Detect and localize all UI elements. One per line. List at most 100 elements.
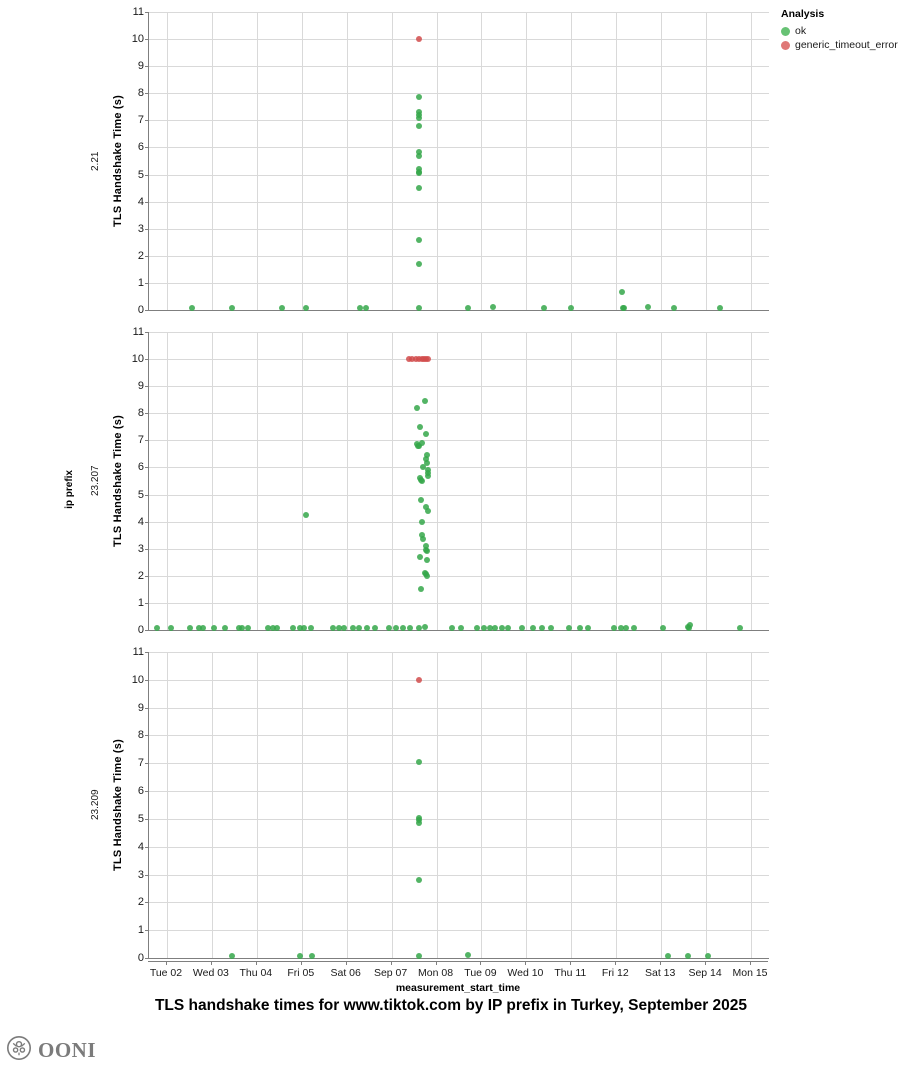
- data-point-ok[interactable]: [416, 122, 423, 129]
- data-point-ok[interactable]: [416, 152, 423, 159]
- data-point-ok[interactable]: [419, 532, 426, 539]
- data-point-ok[interactable]: [518, 624, 525, 631]
- data-point-ok[interactable]: [486, 624, 493, 631]
- data-point-ok[interactable]: [416, 236, 423, 243]
- data-point-ok[interactable]: [423, 556, 430, 563]
- data-point-ok[interactable]: [274, 624, 281, 631]
- data-point-ok[interactable]: [416, 114, 423, 121]
- data-point-ok[interactable]: [566, 624, 573, 631]
- data-point-ok[interactable]: [416, 185, 423, 192]
- data-point-ok[interactable]: [211, 624, 218, 631]
- data-point-ok[interactable]: [419, 478, 426, 484]
- data-point-ok[interactable]: [399, 624, 406, 631]
- data-point-ok[interactable]: [303, 304, 310, 311]
- data-point-ok[interactable]: [308, 952, 315, 959]
- data-point-ok[interactable]: [235, 624, 242, 631]
- data-point-ok[interactable]: [393, 624, 400, 631]
- data-point-ok[interactable]: [357, 304, 364, 311]
- data-point-ok[interactable]: [415, 952, 422, 959]
- data-point-ok[interactable]: [423, 572, 430, 579]
- data-point-ok[interactable]: [611, 624, 617, 631]
- data-point-ok[interactable]: [631, 624, 638, 631]
- data-point-ok[interactable]: [199, 624, 206, 631]
- data-point-ok[interactable]: [568, 304, 575, 311]
- data-point-ok[interactable]: [705, 952, 712, 959]
- data-point-ok[interactable]: [416, 94, 423, 101]
- data-point-ok[interactable]: [480, 624, 487, 631]
- data-point-ok[interactable]: [196, 624, 203, 631]
- data-point-ok[interactable]: [489, 304, 496, 311]
- data-point-ok[interactable]: [464, 304, 471, 311]
- data-point-ok[interactable]: [422, 456, 429, 463]
- data-point-ok[interactable]: [417, 553, 424, 560]
- data-point-ok[interactable]: [424, 452, 431, 459]
- data-point-ok[interactable]: [498, 624, 505, 631]
- data-point-ok[interactable]: [736, 624, 743, 631]
- data-point-ok[interactable]: [621, 304, 628, 311]
- data-point-generic_timeout_error[interactable]: [412, 356, 419, 363]
- data-point-ok[interactable]: [422, 503, 429, 510]
- data-point-ok[interactable]: [420, 536, 427, 543]
- data-point-generic_timeout_error[interactable]: [416, 36, 423, 43]
- data-point-ok[interactable]: [341, 624, 348, 631]
- data-point-generic_timeout_error[interactable]: [416, 676, 423, 683]
- data-point-ok[interactable]: [418, 586, 425, 593]
- data-point-ok[interactable]: [422, 543, 429, 550]
- data-point-ok[interactable]: [416, 877, 423, 884]
- data-point-ok[interactable]: [265, 624, 272, 631]
- data-point-ok[interactable]: [548, 624, 555, 631]
- data-point-ok[interactable]: [458, 624, 465, 631]
- data-point-ok[interactable]: [618, 289, 625, 296]
- data-point-ok[interactable]: [416, 820, 423, 827]
- data-point-ok[interactable]: [419, 440, 426, 447]
- data-point-ok[interactable]: [416, 260, 423, 267]
- data-point-ok[interactable]: [188, 304, 195, 311]
- data-point-ok[interactable]: [418, 496, 425, 503]
- data-point-ok[interactable]: [406, 624, 413, 631]
- data-point-ok[interactable]: [303, 511, 310, 518]
- data-point-ok[interactable]: [289, 624, 296, 631]
- data-point-ok[interactable]: [307, 624, 314, 631]
- data-point-ok[interactable]: [644, 304, 651, 311]
- data-point-ok[interactable]: [154, 624, 161, 631]
- data-point-ok[interactable]: [416, 624, 423, 631]
- data-point-ok[interactable]: [541, 304, 548, 311]
- data-point-ok[interactable]: [229, 304, 236, 311]
- data-point-ok[interactable]: [187, 624, 194, 631]
- data-point-ok[interactable]: [473, 624, 480, 631]
- data-point-ok[interactable]: [416, 758, 423, 765]
- data-point-ok[interactable]: [296, 624, 303, 631]
- data-point-generic_timeout_error[interactable]: [424, 356, 431, 363]
- data-point-ok[interactable]: [371, 624, 378, 631]
- data-point-ok[interactable]: [416, 148, 423, 155]
- data-point-ok[interactable]: [422, 624, 429, 631]
- data-point-ok[interactable]: [577, 624, 584, 631]
- data-point-ok[interactable]: [660, 624, 667, 631]
- data-point-ok[interactable]: [416, 443, 422, 450]
- data-point-ok[interactable]: [356, 624, 363, 631]
- data-point-ok[interactable]: [686, 624, 693, 631]
- legend-item-ok[interactable]: ok: [781, 25, 899, 37]
- data-point-ok[interactable]: [239, 624, 246, 631]
- data-point-ok[interactable]: [417, 423, 424, 430]
- data-point-ok[interactable]: [301, 624, 307, 631]
- data-point-ok[interactable]: [623, 624, 630, 631]
- data-point-ok[interactable]: [222, 624, 229, 631]
- data-point-ok[interactable]: [685, 952, 692, 959]
- data-point-ok[interactable]: [363, 624, 370, 631]
- data-point-ok[interactable]: [539, 624, 546, 631]
- data-point-ok[interactable]: [422, 430, 429, 437]
- data-point-ok[interactable]: [491, 624, 498, 631]
- data-point-ok[interactable]: [335, 624, 342, 631]
- data-point-ok[interactable]: [530, 624, 537, 631]
- data-point-ok[interactable]: [296, 952, 303, 959]
- data-point-ok[interactable]: [414, 404, 421, 411]
- data-point-ok[interactable]: [664, 952, 671, 959]
- data-point-generic_timeout_error[interactable]: [405, 356, 412, 363]
- data-point-ok[interactable]: [330, 624, 337, 631]
- data-point-ok[interactable]: [687, 621, 694, 628]
- data-point-ok[interactable]: [244, 624, 251, 631]
- data-point-ok[interactable]: [423, 548, 430, 555]
- data-point-ok[interactable]: [425, 472, 431, 479]
- data-point-ok[interactable]: [362, 304, 369, 311]
